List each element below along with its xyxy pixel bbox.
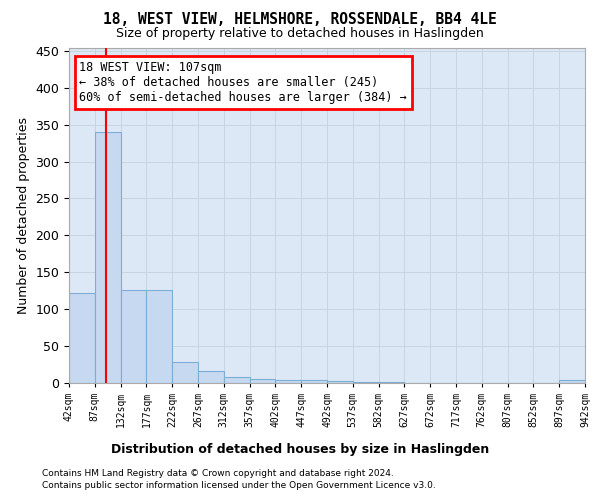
Bar — [95, 132, 121, 382]
Bar — [275, 380, 301, 382]
Bar — [172, 362, 198, 382]
Text: Contains HM Land Registry data © Crown copyright and database right 2024.: Contains HM Land Registry data © Crown c… — [42, 469, 394, 478]
Bar — [198, 372, 224, 382]
Text: Size of property relative to detached houses in Haslingden: Size of property relative to detached ho… — [116, 28, 484, 40]
Bar — [559, 380, 585, 382]
Bar — [69, 292, 95, 382]
Text: Contains public sector information licensed under the Open Government Licence v3: Contains public sector information licen… — [42, 481, 436, 490]
Text: 18 WEST VIEW: 107sqm
← 38% of detached houses are smaller (245)
60% of semi-deta: 18 WEST VIEW: 107sqm ← 38% of detached h… — [79, 61, 407, 104]
Bar — [121, 290, 146, 382]
Text: Distribution of detached houses by size in Haslingden: Distribution of detached houses by size … — [111, 442, 489, 456]
Bar — [301, 380, 327, 382]
Text: 18, WEST VIEW, HELMSHORE, ROSSENDALE, BB4 4LE: 18, WEST VIEW, HELMSHORE, ROSSENDALE, BB… — [103, 12, 497, 28]
Y-axis label: Number of detached properties: Number of detached properties — [17, 116, 30, 314]
Bar — [224, 376, 250, 382]
Bar — [250, 379, 275, 382]
Bar — [146, 290, 172, 382]
Bar — [327, 381, 353, 382]
